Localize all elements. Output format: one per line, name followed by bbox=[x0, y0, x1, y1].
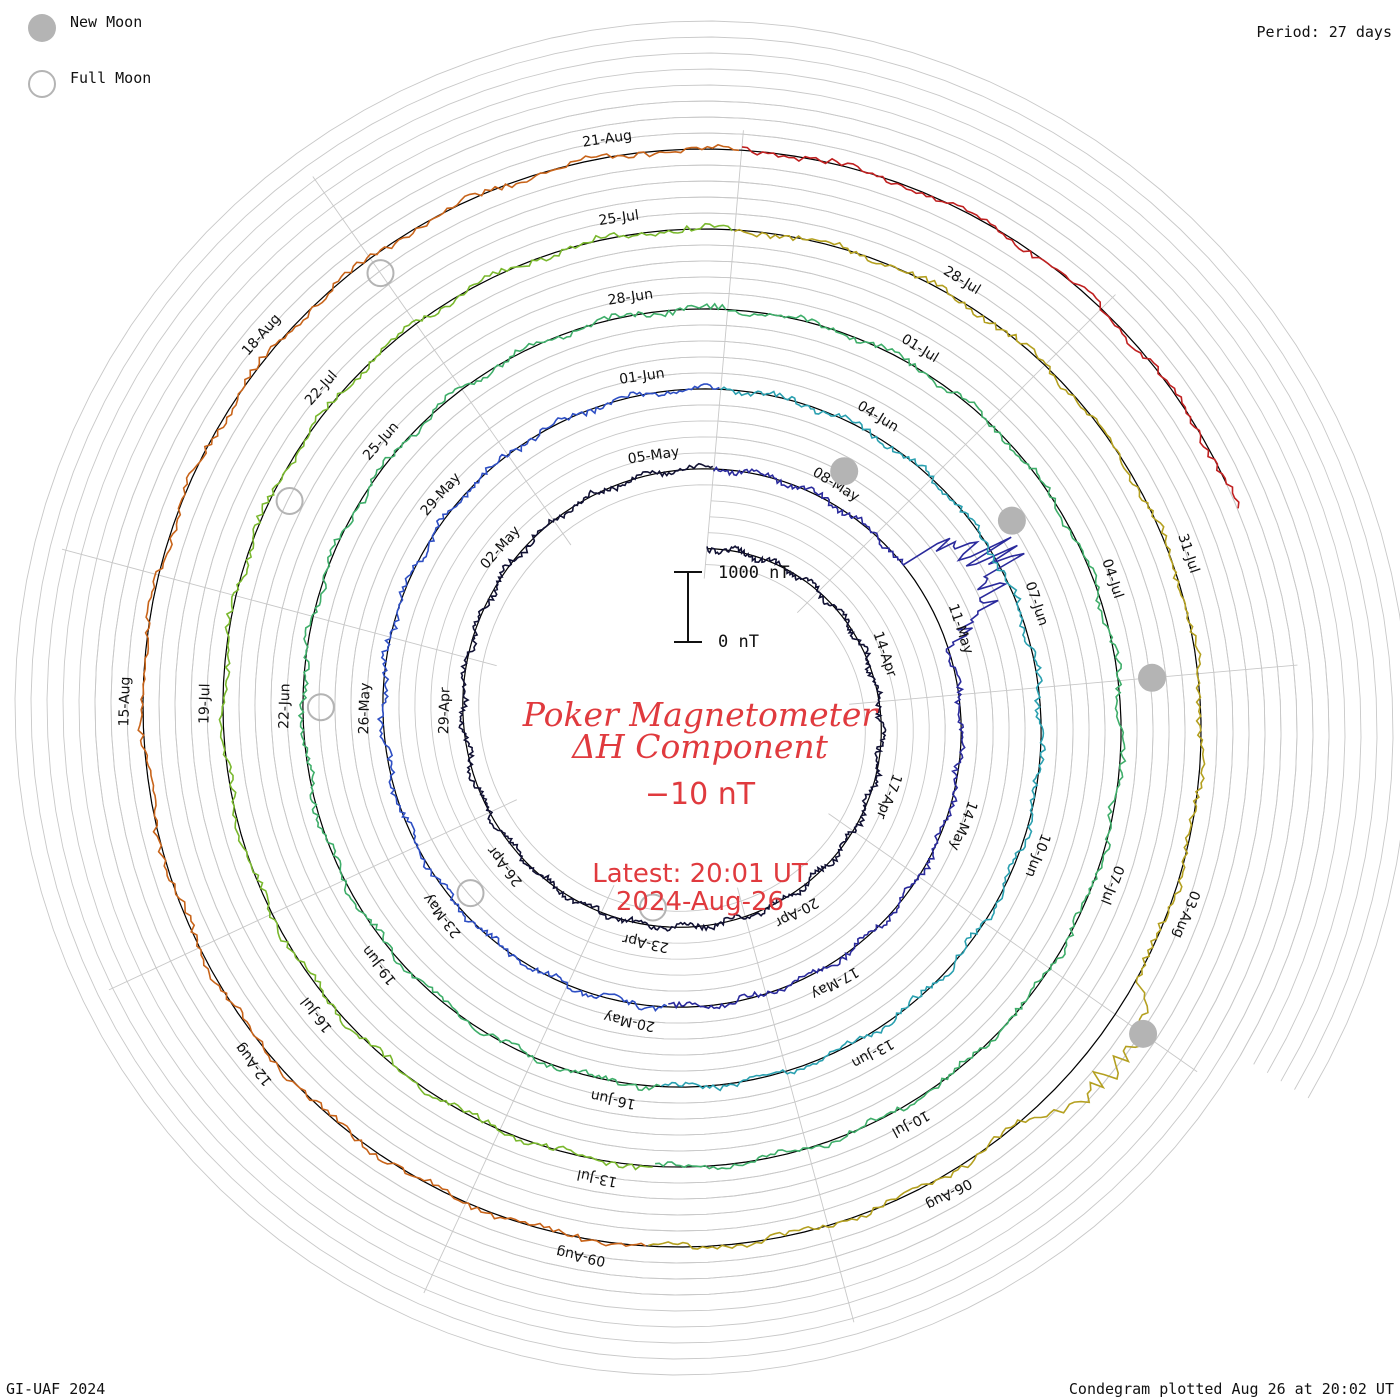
new-moon-marker bbox=[830, 457, 859, 486]
radial-spoke bbox=[703, 130, 744, 579]
latest-date: 2024-Aug-26 bbox=[615, 887, 785, 917]
date-label: 13-Jul bbox=[576, 1166, 619, 1190]
radial-spoke bbox=[423, 884, 615, 1294]
radial-spoke bbox=[737, 887, 855, 1323]
date-label: 25-Jun bbox=[360, 419, 402, 464]
date-label: 16-Jul bbox=[298, 994, 336, 1036]
guide-spiral bbox=[78, 84, 1346, 1312]
radial-spoke bbox=[849, 664, 1298, 705]
date-label: 19-Jun bbox=[359, 942, 400, 988]
trace-segment bbox=[376, 383, 720, 1012]
latest-value: −10 nT bbox=[644, 777, 756, 812]
radial-spoke bbox=[108, 799, 517, 991]
date-label: 25-Jul bbox=[598, 207, 640, 229]
date-label: 06-Aug bbox=[923, 1175, 975, 1213]
new-moon-marker bbox=[997, 506, 1026, 535]
full-moon-icon bbox=[28, 70, 56, 98]
full-moon-marker bbox=[456, 879, 485, 908]
full-moon-marker bbox=[275, 487, 304, 516]
trace-segment bbox=[741, 146, 1240, 509]
guide-spiral bbox=[30, 36, 1394, 1360]
scale-bottom-label: 0 nT bbox=[718, 632, 759, 652]
guide-spiral bbox=[14, 20, 1400, 1376]
date-label: 16-Jun bbox=[589, 1087, 637, 1112]
date-label: 12-Aug bbox=[232, 1040, 275, 1089]
date-label: 23-Apr bbox=[621, 930, 670, 955]
full-moon-marker bbox=[306, 693, 335, 722]
latest-time: Latest: 20:01 UT bbox=[592, 859, 808, 889]
date-label: 04-Jun bbox=[854, 398, 901, 436]
radial-spoke bbox=[312, 176, 572, 546]
radial-spoke bbox=[796, 294, 1116, 614]
trace-segment bbox=[655, 309, 1127, 1171]
ring-baselines bbox=[142, 148, 1228, 1248]
full-moon-marker bbox=[638, 893, 667, 922]
full-moon-label: Full Moon bbox=[70, 69, 152, 87]
date-label: 14-Apr bbox=[870, 630, 900, 680]
date-label: 18-Aug bbox=[239, 311, 284, 359]
new-moon-label: New Moon bbox=[70, 13, 143, 31]
date-label: 15-Aug bbox=[116, 676, 133, 726]
date-label: 09-Aug bbox=[555, 1243, 607, 1269]
date-label: 29-Apr bbox=[436, 687, 453, 734]
chart-subtitle: ΔH Component bbox=[572, 727, 828, 766]
scale-top-label: 1000 nT bbox=[718, 563, 790, 583]
trace-segment bbox=[218, 222, 733, 1171]
period-label: Period: 27 days bbox=[1256, 23, 1392, 41]
guide-spiral bbox=[46, 52, 1378, 1344]
date-label: 31-Jul bbox=[1174, 532, 1202, 576]
trace-segment bbox=[668, 466, 1025, 1010]
date-label: 02-May bbox=[477, 523, 523, 572]
magnetometer-traces bbox=[137, 143, 1240, 1250]
chart-title: Poker Magnetometer bbox=[522, 695, 878, 734]
date-label: 26-May bbox=[356, 682, 374, 734]
date-label: 22-Jul bbox=[302, 368, 341, 409]
trace-segment bbox=[673, 545, 887, 932]
plot-timestamp: Condegram plotted Aug 26 at 20:02 UT bbox=[1068, 1380, 1394, 1398]
full-moon-marker bbox=[366, 259, 395, 288]
baseline-spiral bbox=[142, 148, 1228, 1248]
date-label: 04-Jul bbox=[1098, 557, 1126, 601]
scale-bar bbox=[674, 571, 702, 643]
date-label: 07-Jun bbox=[1022, 580, 1051, 628]
date-label: 22-Jun bbox=[276, 683, 293, 729]
date-label: 28-Jun bbox=[607, 286, 654, 308]
trace-segment bbox=[648, 228, 1206, 1250]
trace-segment bbox=[137, 143, 740, 1248]
date-label: 19-Jul bbox=[196, 683, 213, 724]
radial-spoke bbox=[61, 548, 497, 667]
trace-segment bbox=[297, 302, 727, 1092]
new-moon-marker bbox=[1138, 663, 1167, 692]
date-label: 29-May bbox=[418, 470, 464, 519]
date-label: 21-Aug bbox=[581, 128, 633, 151]
date-label: 20-May bbox=[602, 1008, 656, 1034]
new-moon-marker bbox=[1129, 1019, 1158, 1048]
new-moon-icon bbox=[28, 14, 56, 42]
trace-segment bbox=[458, 462, 714, 932]
date-label: 05-May bbox=[627, 444, 681, 467]
moon-markers bbox=[275, 259, 1167, 1048]
date-label: 17-May bbox=[808, 963, 861, 1002]
credit-label: GI-UAF 2024 bbox=[6, 1380, 106, 1398]
trace-segment bbox=[661, 386, 1046, 1092]
date-label: 01-Jun bbox=[618, 365, 665, 387]
